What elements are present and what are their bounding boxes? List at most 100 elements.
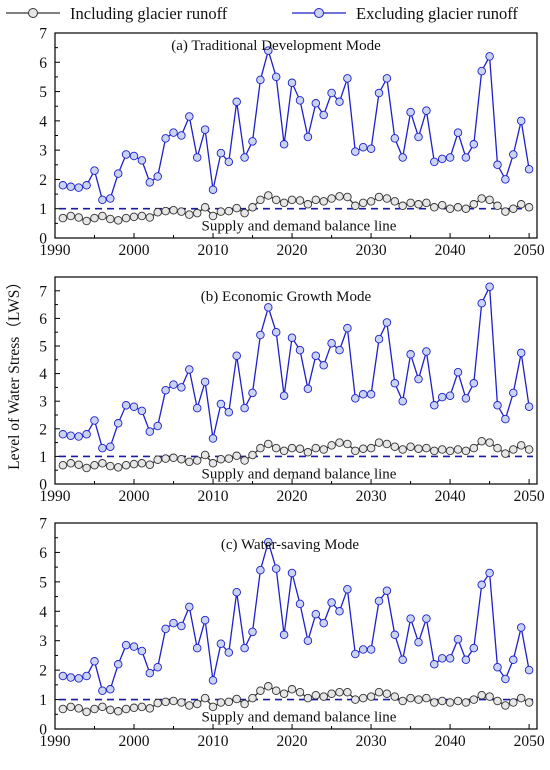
point-including	[121, 704, 131, 714]
point-excluding	[493, 401, 502, 410]
point-including	[366, 443, 376, 453]
point-including	[382, 194, 392, 203]
point-excluding	[327, 598, 336, 607]
point-excluding	[177, 621, 186, 631]
point-including	[74, 460, 83, 469]
point-including	[493, 443, 502, 453]
point-including	[192, 699, 202, 709]
point-excluding	[224, 407, 234, 417]
point-including	[501, 701, 510, 710]
point-including	[469, 200, 479, 209]
point-excluding	[161, 385, 170, 395]
point-excluding	[271, 564, 281, 573]
point-excluding	[437, 154, 447, 164]
panel-b: 1990 2000 2010 2020 2030 2040 2050 0 1 2 3 4 5 6 7 Supp…	[39, 276, 545, 505]
point-excluding	[264, 537, 273, 547]
point-including	[248, 203, 257, 212]
x-tick-label: 2040	[435, 488, 466, 505]
point-excluding	[374, 334, 384, 344]
point-excluding	[295, 345, 305, 355]
point-including	[208, 211, 218, 221]
y-tick-label: 0	[39, 231, 47, 248]
point-excluding	[200, 377, 210, 387]
x-tick-label: 2010	[198, 733, 229, 750]
point-including	[390, 197, 400, 206]
point-excluding	[224, 157, 234, 167]
point-including	[232, 451, 241, 461]
point-excluding	[327, 88, 336, 98]
point-excluding	[264, 46, 273, 55]
point-including	[145, 213, 155, 222]
point-excluding	[74, 183, 83, 192]
point-including	[216, 454, 226, 464]
point-excluding	[366, 144, 376, 153]
plot-frame	[54, 522, 538, 730]
point-excluding	[414, 132, 423, 142]
point-including	[129, 459, 139, 469]
point-excluding	[516, 348, 526, 358]
point-excluding	[145, 178, 155, 187]
point-excluding	[248, 388, 257, 398]
point-including	[74, 704, 83, 713]
point-including	[98, 459, 107, 468]
point-excluding	[406, 350, 415, 359]
point-including	[185, 701, 194, 710]
plot-frame	[54, 276, 538, 485]
point-excluding	[216, 399, 226, 409]
point-including	[58, 460, 68, 470]
legend-marker-including	[28, 8, 38, 18]
point-excluding	[137, 406, 147, 416]
point-including	[145, 460, 155, 469]
point-excluding	[358, 390, 368, 399]
point-excluding	[335, 97, 344, 107]
point-excluding	[137, 646, 147, 656]
point-including	[271, 443, 281, 453]
point-excluding	[216, 148, 226, 158]
point-excluding	[129, 151, 139, 161]
x-tick-label: 2030	[356, 488, 387, 505]
point-excluding	[524, 665, 534, 675]
point-excluding	[319, 110, 328, 120]
point-excluding	[509, 388, 518, 398]
point-including	[295, 687, 305, 697]
point-excluding	[113, 419, 123, 428]
point-including	[66, 211, 76, 221]
point-excluding	[437, 654, 447, 663]
y-tick-label: 3	[39, 143, 47, 160]
point-excluding	[524, 164, 534, 174]
point-including	[303, 693, 313, 703]
point-including	[430, 203, 439, 212]
balance-label: Supply and demand balance line	[202, 466, 397, 482]
point-excluding	[82, 430, 91, 439]
point-including	[161, 206, 170, 216]
point-including	[66, 459, 76, 468]
point-excluding	[177, 131, 186, 140]
point-excluding	[287, 568, 297, 578]
panel-c: 1990 2000 2010 2020 2030 2040 2050 0 1 2 3 4 5 6 7 Supp…	[39, 516, 545, 751]
x-tick-label: 2020	[277, 733, 308, 750]
point-excluding	[461, 655, 471, 665]
point-including	[279, 689, 289, 698]
point-excluding	[177, 383, 186, 392]
point-excluding	[398, 396, 407, 406]
x-tick-label: 2050	[514, 488, 545, 505]
point-including	[398, 696, 407, 706]
series-line-excluding	[62, 284, 530, 449]
point-excluding	[169, 380, 178, 389]
point-including	[509, 698, 518, 707]
point-including	[374, 438, 384, 447]
point-excluding	[485, 52, 494, 61]
point-excluding	[501, 674, 510, 684]
point-including	[327, 441, 336, 450]
point-excluding	[351, 394, 360, 403]
point-excluding	[161, 624, 170, 634]
point-including	[524, 698, 534, 707]
point-excluding	[501, 175, 510, 184]
point-excluding	[66, 182, 76, 192]
point-including	[216, 698, 226, 707]
point-including	[216, 207, 226, 216]
point-including	[493, 696, 502, 706]
point-including	[208, 702, 218, 712]
point-including	[343, 192, 352, 202]
